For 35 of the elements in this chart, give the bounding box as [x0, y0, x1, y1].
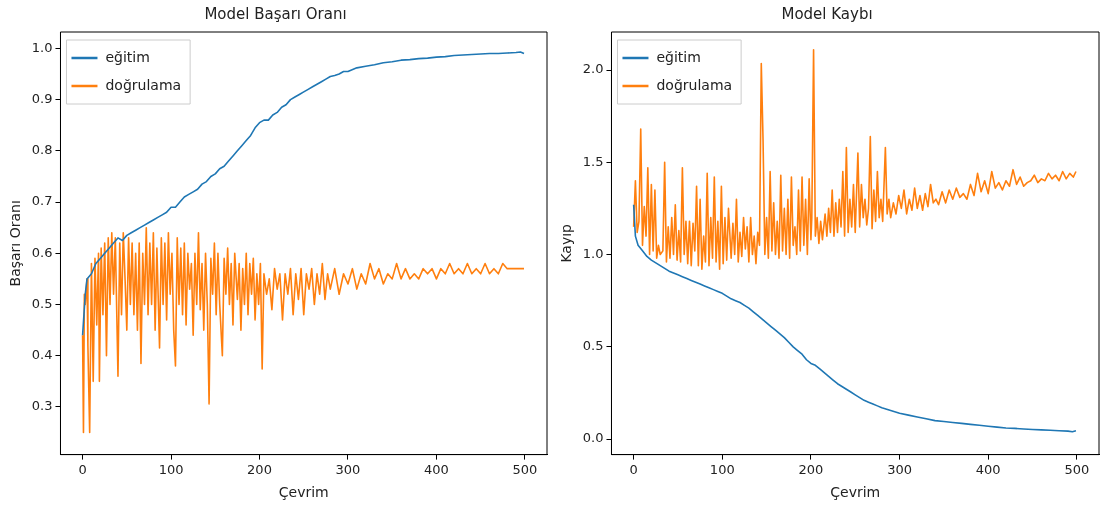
y-axis-title: Kayıp [558, 223, 575, 263]
y-tick-label: 0.3 [31, 398, 53, 414]
y-tick-label: 1.5 [582, 153, 604, 169]
y-tick-label: 0.6 [31, 244, 53, 260]
y-tick-label: 0.4 [31, 347, 53, 363]
y-tick-label: 0.8 [31, 142, 53, 158]
y-tick-label: 0.5 [31, 295, 53, 311]
y-tick-label: 1.0 [31, 39, 53, 55]
legend-label: doğrulama [656, 76, 733, 93]
y-tick-label: 1.0 [582, 245, 604, 261]
y-tick-label: 0.7 [31, 193, 53, 209]
x-tick-label: 100 [709, 461, 735, 477]
chart-title: Model Kaybı [781, 4, 873, 23]
x-tick-label: 100 [158, 461, 184, 477]
x-axis-title: Çevrim [830, 484, 881, 501]
x-tick-label: 400 [424, 461, 449, 477]
x-axis-title: Çevrim [278, 484, 329, 501]
x-tick-label: 200 [247, 461, 272, 477]
x-tick-label: 200 [798, 461, 824, 477]
legend-label: doğrulama [105, 76, 182, 93]
x-tick-label: 500 [512, 461, 538, 477]
x-tick-label: 500 [1064, 461, 1090, 477]
chart-title: Model Başarı Oranı [204, 4, 347, 23]
x-tick-label: 300 [887, 461, 912, 477]
x-tick-label: 0 [629, 461, 638, 477]
y-axis-title: Başarı Oranı [7, 200, 24, 287]
y-tick-label: 0.9 [31, 90, 53, 106]
x-tick-label: 400 [975, 461, 1001, 477]
legend-label: eğitim [105, 48, 150, 65]
legend-label: eğitim [656, 48, 701, 65]
y-tick-label: 2.0 [582, 61, 604, 77]
x-tick-label: 0 [78, 461, 87, 477]
y-tick-label: 0.0 [582, 430, 604, 446]
y-tick-label: 0.5 [582, 338, 604, 354]
x-tick-label: 300 [335, 461, 361, 477]
